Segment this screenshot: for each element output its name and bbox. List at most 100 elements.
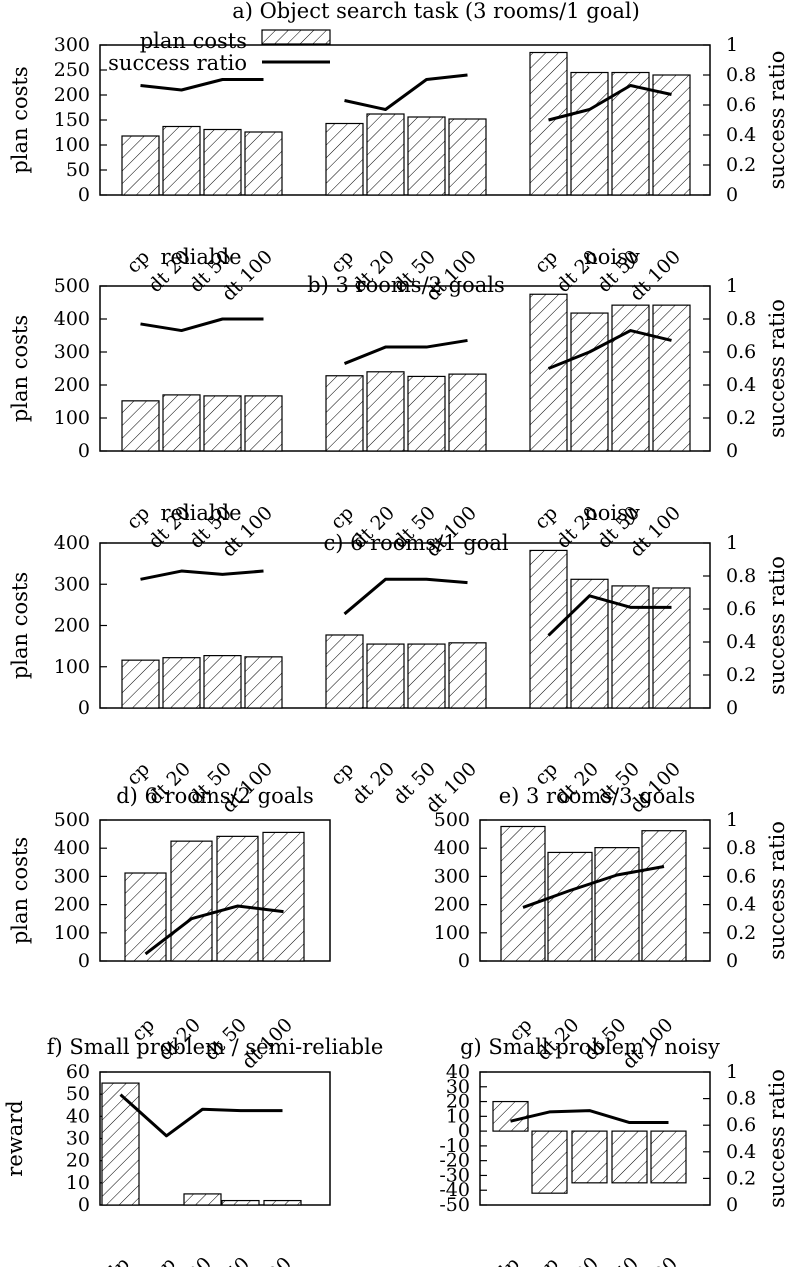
group-label: noisy (584, 501, 640, 525)
y2-tick-label: 0.8 (726, 64, 756, 86)
y-axis-label: plan costs (8, 66, 32, 173)
y-tick-label: 200 (54, 615, 90, 637)
y-tick-label: 40 (446, 1061, 470, 1083)
x-tick-label: cp (530, 502, 562, 534)
y-tick-label: 50 (66, 159, 90, 181)
bar-reward (531, 1130, 568, 1194)
y2-tick-label: 0.6 (726, 1114, 756, 1136)
y2-tick-label: 0 (726, 950, 738, 972)
y-tick-label: 300 (434, 865, 470, 887)
y2-tick-label: 0.2 (726, 154, 756, 176)
y-tick-label: 500 (434, 809, 470, 831)
y-tick-label: 200 (54, 84, 90, 106)
bar-plan_costs (203, 128, 242, 196)
panel-f: f) Small problem / semi-reliable 01020304… (3, 1035, 383, 1267)
y2-tick-label: 0 (726, 184, 738, 206)
x-tick-label: cp (122, 502, 154, 534)
y-tick-label: 200 (54, 894, 90, 916)
bar-plan_costs (121, 135, 160, 196)
plot-frame (99, 285, 711, 452)
y2-tick-label: 0.4 (726, 374, 756, 396)
bar-plan_costs (547, 851, 593, 962)
bar-plan_costs (594, 847, 640, 962)
y-axis-label: plan costs (8, 572, 32, 679)
y-tick-label: 300 (54, 34, 90, 56)
bar-plan_costs (203, 655, 242, 709)
y-axis-label: reward (3, 1100, 27, 1176)
success-ratio-line (140, 569, 264, 581)
x-tick-label: cp (326, 758, 358, 790)
y2-tick-label: 0.6 (726, 94, 756, 116)
y-tick-label: 60 (66, 1061, 90, 1083)
bar-reward (221, 1199, 260, 1206)
y-tick-label: 300 (54, 573, 90, 595)
bar-plan_costs (244, 656, 283, 709)
x-tick-label: zmdp (471, 1253, 524, 1267)
y-tick-label: -30 (439, 1164, 470, 1186)
bar-plan_costs (121, 659, 160, 709)
bar-plan_costs (529, 51, 568, 196)
y2-tick-label: 0 (726, 1194, 738, 1216)
success-ratio-line (343, 338, 468, 365)
y-tick-label: 400 (54, 532, 90, 554)
bar-plan_costs (170, 840, 213, 962)
bar-plan_costs (652, 304, 691, 452)
bar-plan_costs (611, 304, 650, 452)
y-tick-label: 200 (54, 374, 90, 396)
x-tick-label: dt 20 (552, 1253, 603, 1267)
y-tick-label: 400 (54, 308, 90, 330)
y-tick-label: 0 (458, 1120, 470, 1142)
bar-plan_costs (124, 872, 167, 962)
bar-plan_costs (162, 657, 201, 709)
y-tick-label: 100 (54, 656, 90, 678)
bar-plan_costs (325, 634, 364, 709)
success-ratio-line (140, 317, 264, 333)
bar-plan_costs (262, 831, 305, 962)
y-tick-label: 0 (78, 950, 90, 972)
bar-plan_costs (407, 643, 446, 709)
panel-a: a) Object search task (3 rooms/1 goal) 0 5… (8, 0, 789, 305)
y-axis-label: plan costs (8, 837, 32, 944)
y-tick-label: 300 (54, 341, 90, 363)
y-tick-label: 30 (66, 1128, 90, 1150)
bar-plan_costs (366, 371, 405, 452)
legend-label-success-ratio: success ratio (108, 51, 247, 75)
group-label: noisy (584, 245, 640, 269)
panel-g: g) Small problem / noisy-50-40-30-20-100… (439, 1035, 789, 1267)
y2-tick-label: 1 (726, 532, 738, 554)
y2-tick-label: 0.4 (726, 124, 756, 146)
y2-tick-label: 0.2 (726, 1167, 756, 1189)
y2-axis-label: success ratio (765, 556, 789, 695)
bar-reward (492, 1100, 529, 1132)
y-tick-label: 500 (54, 275, 90, 297)
y-tick-label: 20 (66, 1150, 90, 1172)
y-tick-label: 200 (434, 894, 470, 916)
bar-plan_costs (652, 74, 691, 196)
y-tick-label: 500 (54, 809, 90, 831)
y2-tick-label: 0.2 (726, 922, 756, 944)
y-tick-label: -20 (439, 1150, 470, 1172)
bar-plan_costs (325, 375, 364, 452)
bar-plan_costs (121, 400, 160, 452)
bar-plan_costs (529, 293, 568, 452)
panel-c: c) 6 rooms/1 goal010020030040000.20.40.6… (8, 531, 789, 817)
success-ratio-line (548, 84, 672, 122)
x-tick-label: zmdp (81, 1253, 134, 1267)
panel-b: b) 3 rooms/2 goals 0 100 200 300 400 500 0 0.2 0.… (8, 273, 789, 561)
success-ratio-line (547, 594, 672, 637)
y-tick-label: -50 (439, 1194, 470, 1216)
y-tick-label: 0 (78, 697, 90, 719)
bar-reward (263, 1199, 302, 1206)
y2-tick-label: 0.4 (726, 894, 756, 916)
bar-reward (611, 1130, 648, 1184)
plot-frame (479, 1071, 711, 1206)
y2-tick-label: 0.6 (726, 598, 756, 620)
y2-tick-label: 0.8 (726, 308, 756, 330)
success-ratio-line (510, 1109, 669, 1125)
y2-tick-label: 1 (726, 275, 738, 297)
bar-reward (650, 1130, 687, 1184)
plot-frame (99, 819, 331, 962)
x-tick-label: cp (530, 246, 562, 278)
group-label: reliable (160, 245, 241, 269)
chart-title: d) 6 rooms/2 goals (116, 784, 314, 808)
